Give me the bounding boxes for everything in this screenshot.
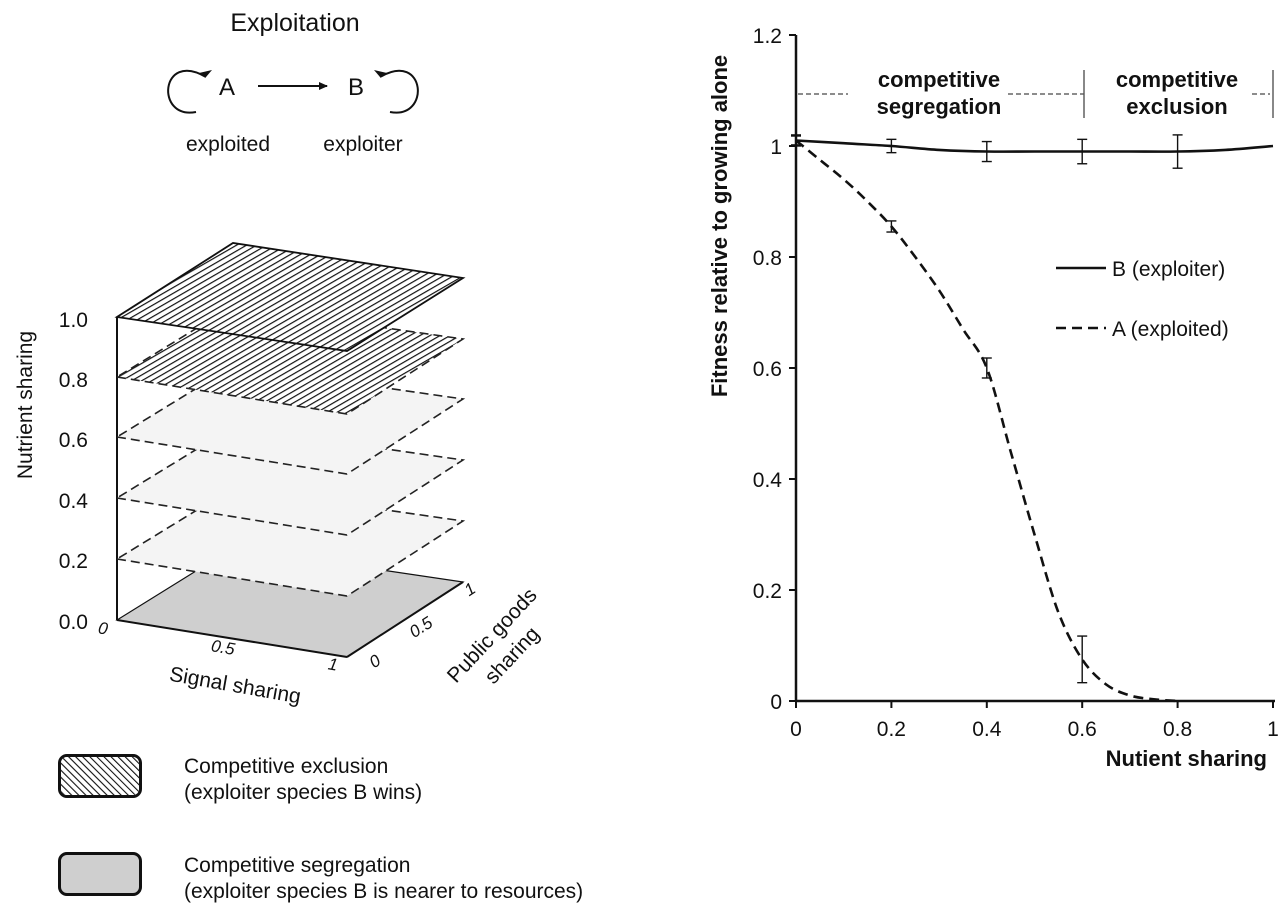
x-tick-label: 1 [1267,718,1279,741]
node-b: B [348,74,364,101]
node-b-caption: exploiter [323,133,402,156]
x-tick-label: 0 [97,618,110,638]
region-label-exclusion-line2: exclusion [1126,94,1227,119]
chart-x-axis-label: Nutient sharing [1106,746,1267,771]
x-tick-label: 0.5 [210,636,237,659]
region-label-exclusion-line1: competitive [1116,67,1238,92]
x-tick-label: 0.4 [972,718,1002,741]
chart-y-ticks: 0 0.2 0.4 0.6 0.8 1 1.2 [753,25,796,714]
node-a: A [219,74,235,101]
legend-entry-exclusion: Competitive exclusion (exploiter species… [184,754,422,806]
z-tick-label: 0.6 [59,429,88,452]
chart-x-ticks: 0 0.2 0.4 0.6 0.8 1 [790,701,1279,741]
fitness-line-chart: 0 0.2 0.4 0.6 0.8 1 1.2 0 0.2 0.4 0.6 0.8 1 competi… [707,25,1279,771]
y-tick-label: 0.8 [753,247,782,270]
series-line-b-exploiter [795,139,1274,153]
y-tick-label: 0 [770,691,782,714]
x-axis-label: Signal sharing [168,663,303,709]
chart-y-axis-label: Fitness relative to growing alone [707,55,732,397]
x-tick-label: 0.6 [1068,718,1097,741]
legend-label-a: A (exploited) [1112,318,1229,341]
y-tick-label: 0.2 [753,580,782,603]
legend-entry-segregation: Competitive segregation (exploiter speci… [184,853,583,905]
x-tick-label: 0 [790,718,802,741]
series-line-a-exploited [795,139,1178,703]
chart-regions: competitive segregation competitive excl… [798,67,1274,119]
y-tick-label: 0.4 [753,469,783,492]
region-label-segregation-line2: segregation [877,94,1002,119]
legend-box-segregation [58,852,142,896]
z-axis-label: Nutrient sharing [14,331,37,479]
self-loop-b-icon [379,69,419,114]
legend-segregation-line2: (exploiter species B is nearer to resour… [184,880,584,903]
plane-1.0-exclusion [114,242,466,352]
y-tick-label: 1 [461,579,479,600]
legend-exclusion-line2: (exploiter species B wins) [184,781,423,804]
y-axis-line [346,581,464,658]
legend-label-b: B (exploiter) [1112,258,1225,281]
chart-legend: B (exploiter) A (exploited) [1056,258,1229,341]
z-tick-label: 0.4 [59,490,89,513]
x-axis-line [116,619,348,658]
region-label-segregation-line1: competitive [878,67,1000,92]
legend-segregation-line1: Competitive segregation [184,854,411,877]
diagram-title: Exploitation [230,9,359,37]
x-tick-label: 1 [327,654,340,674]
x-tick-label: 0.8 [1163,718,1192,741]
z-tick-label: 0.8 [59,369,88,392]
z-tick-label: 1.0 [59,309,88,332]
y-tick-label: 0.6 [753,358,782,381]
layered-3d-plot: 1.0 0.8 0.6 0.4 0.2 0.0 Nutrient sharing… [14,242,544,709]
self-loop-a-arrowhead-icon [199,70,212,77]
exploitation-diagram: Exploitation A B exploited exploiter [167,9,419,156]
self-loop-a-icon [167,69,207,114]
node-a-caption: exploited [186,133,270,156]
y-tick-label: 0 [366,651,385,672]
x-tick-label: 0.2 [877,718,906,741]
z-tick-label: 0.0 [59,611,88,634]
y-tick-label: 1.2 [753,25,782,48]
self-loop-b-arrowhead-icon [374,70,387,77]
y-tick-label: 1 [770,136,782,159]
chart-series [791,134,1274,703]
legend-exclusion-line1: Competitive exclusion [184,755,389,778]
legend-box-exclusion [58,754,142,798]
z-tick-label: 0.2 [59,550,88,573]
